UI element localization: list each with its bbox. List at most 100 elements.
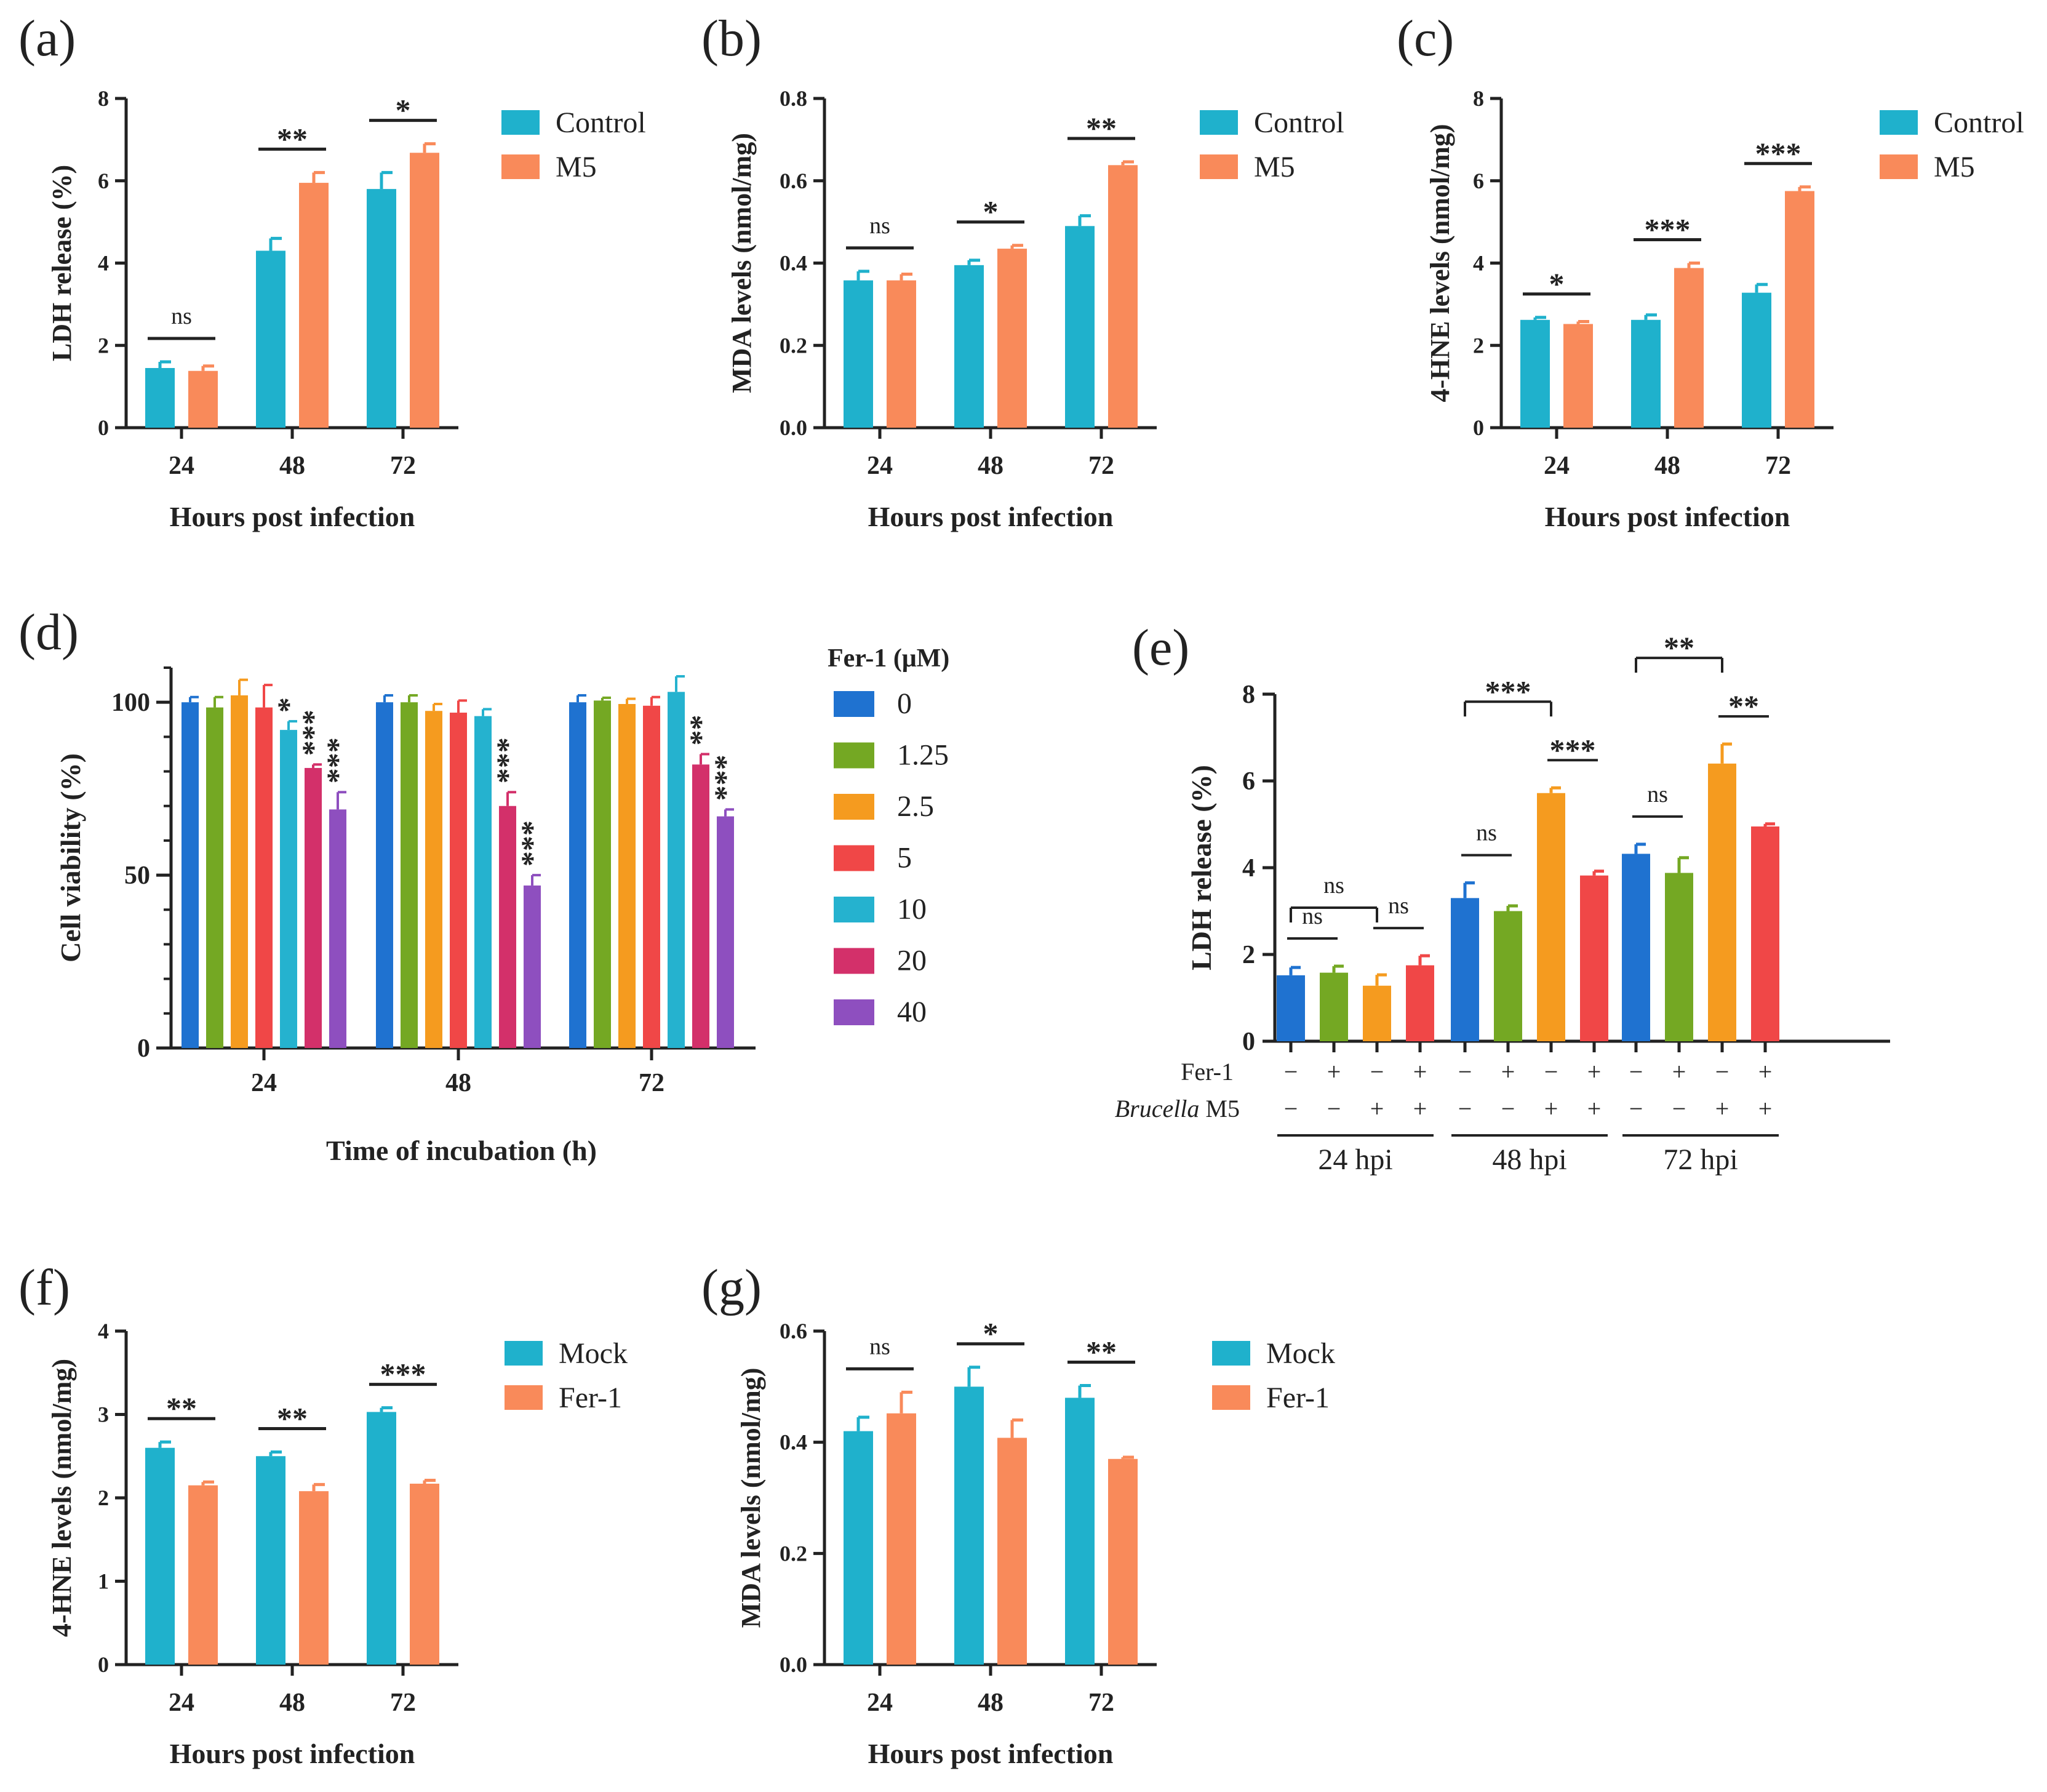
x-tick-label: 48 (279, 452, 305, 480)
legend-label: 1.25 (897, 739, 949, 772)
legend-title: Fer-1 (μM) (828, 644, 949, 673)
bar (524, 885, 541, 1048)
y-tick-label: 2 (1242, 941, 1255, 969)
panel-label: (f) (18, 1259, 70, 1316)
legend-label: 0 (897, 687, 912, 720)
x-axis-label: Hours post infection (868, 1738, 1114, 1769)
bar (1065, 1398, 1095, 1665)
x-tick-label: 24 (169, 452, 194, 480)
x-tick-label: 24 (251, 1069, 277, 1097)
legend-swatch (1200, 110, 1238, 135)
brucella-m5: M5 (1199, 1095, 1240, 1122)
y-axis-label: Cell viability (%) (55, 753, 86, 962)
bar (844, 280, 873, 428)
fer-row-label: Fer-1 (1181, 1058, 1234, 1086)
fer-sign: − (1544, 1058, 1558, 1086)
bar (594, 700, 611, 1048)
bar (569, 702, 586, 1048)
brucella-sign: − (1327, 1095, 1341, 1122)
fer-sign: + (1501, 1058, 1515, 1086)
y-tick-label: 2 (1473, 333, 1484, 358)
significance-label: *** (490, 737, 524, 783)
x-tick-label: 72 (390, 452, 416, 480)
bar (299, 1491, 329, 1665)
bar (1622, 854, 1650, 1041)
legend-label: Fer-1 (1266, 1382, 1330, 1414)
y-tick-label: 4 (98, 251, 109, 276)
x-tick-label: 72 (1088, 1689, 1114, 1717)
brucella-sign: + (1758, 1095, 1773, 1122)
x-tick-label: 72 (639, 1069, 664, 1097)
significance-label: ** (1086, 111, 1117, 145)
y-tick-label: 0 (137, 1034, 150, 1063)
legend-label: M5 (556, 151, 597, 183)
bar (410, 153, 439, 428)
bar (256, 250, 285, 428)
legend-swatch (505, 1341, 543, 1366)
bar (887, 280, 916, 428)
bar (188, 1485, 218, 1665)
y-axis-label: LDH release (%) (47, 165, 77, 361)
y-tick-label: 0.4 (780, 251, 807, 276)
y-tick-label: 0 (1242, 1028, 1255, 1056)
bar (280, 730, 297, 1048)
x-axis-label: Hours post infection (1545, 501, 1790, 532)
legend-label: 5 (897, 842, 912, 874)
fer-sign: − (1370, 1058, 1384, 1086)
y-tick-label: 6 (1242, 767, 1255, 796)
bar (1537, 793, 1565, 1041)
significance-label: ns (869, 1334, 890, 1359)
legend-swatch (834, 742, 874, 769)
significance-label: *** (708, 754, 742, 801)
y-tick-label: 4 (1242, 854, 1255, 882)
y-tick-label: 6 (1473, 169, 1484, 193)
fer-sign: + (1587, 1058, 1602, 1086)
bar (1494, 911, 1522, 1041)
legend-swatch (1880, 154, 1918, 179)
y-axis-label: LDH release (%) (1186, 765, 1217, 970)
bar (1406, 965, 1434, 1041)
bar (1320, 972, 1348, 1041)
significance-label: *** (1645, 212, 1691, 247)
bar (1108, 1458, 1138, 1665)
legend-label: Fer-1 (559, 1382, 622, 1414)
y-tick-label: 0 (1473, 415, 1484, 440)
significance-label: ns (1647, 782, 1668, 807)
panel-b: (b) 0.0 0.2 0.4 0.6 0.8 24 ns 48 * 72 ** MDA levels … (701, 10, 1344, 532)
fer-sign: − (1629, 1058, 1643, 1086)
x-tick-label: 24 (1544, 452, 1570, 480)
bar (299, 183, 329, 428)
legend-label: Control (556, 106, 646, 139)
y-tick-label: 8 (1242, 681, 1255, 709)
significance-label: ns (1388, 893, 1409, 919)
significance-label: ** (277, 121, 308, 156)
significance-label: ns (869, 213, 890, 239)
x-tick-label: 48 (1654, 452, 1680, 480)
y-tick-label: 8 (98, 86, 109, 111)
y-tick-label: 0.0 (780, 415, 807, 440)
x-tick-label: 24 (169, 1689, 194, 1717)
bar (376, 702, 393, 1048)
bar (668, 692, 685, 1048)
significance-label: * (983, 1316, 999, 1351)
significance-label: *** (295, 710, 330, 756)
x-tick-label: 24 (867, 1689, 893, 1717)
bar (1665, 873, 1693, 1041)
legend-swatch (501, 154, 540, 179)
x-tick-label: 48 (445, 1069, 471, 1097)
bar (1674, 268, 1704, 428)
legend-label: Mock (1266, 1337, 1335, 1370)
legend-label: 20 (897, 945, 927, 977)
significance-label: ns (1302, 903, 1323, 929)
significance-label: ** (1086, 1335, 1117, 1369)
significance-label: ns (171, 303, 192, 329)
legend-swatch (834, 845, 874, 871)
significance-label: * (396, 93, 411, 127)
group-label: 48 hpi (1492, 1143, 1566, 1176)
bar (1520, 319, 1550, 428)
bar (305, 767, 322, 1048)
bar (145, 368, 175, 428)
brucella-italic: Brucella (1115, 1095, 1200, 1122)
bar (997, 249, 1027, 428)
